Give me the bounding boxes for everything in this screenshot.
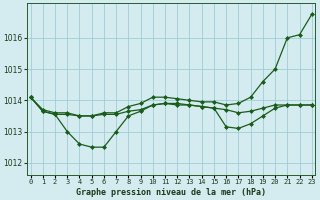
X-axis label: Graphe pression niveau de la mer (hPa): Graphe pression niveau de la mer (hPa) [76,188,266,197]
